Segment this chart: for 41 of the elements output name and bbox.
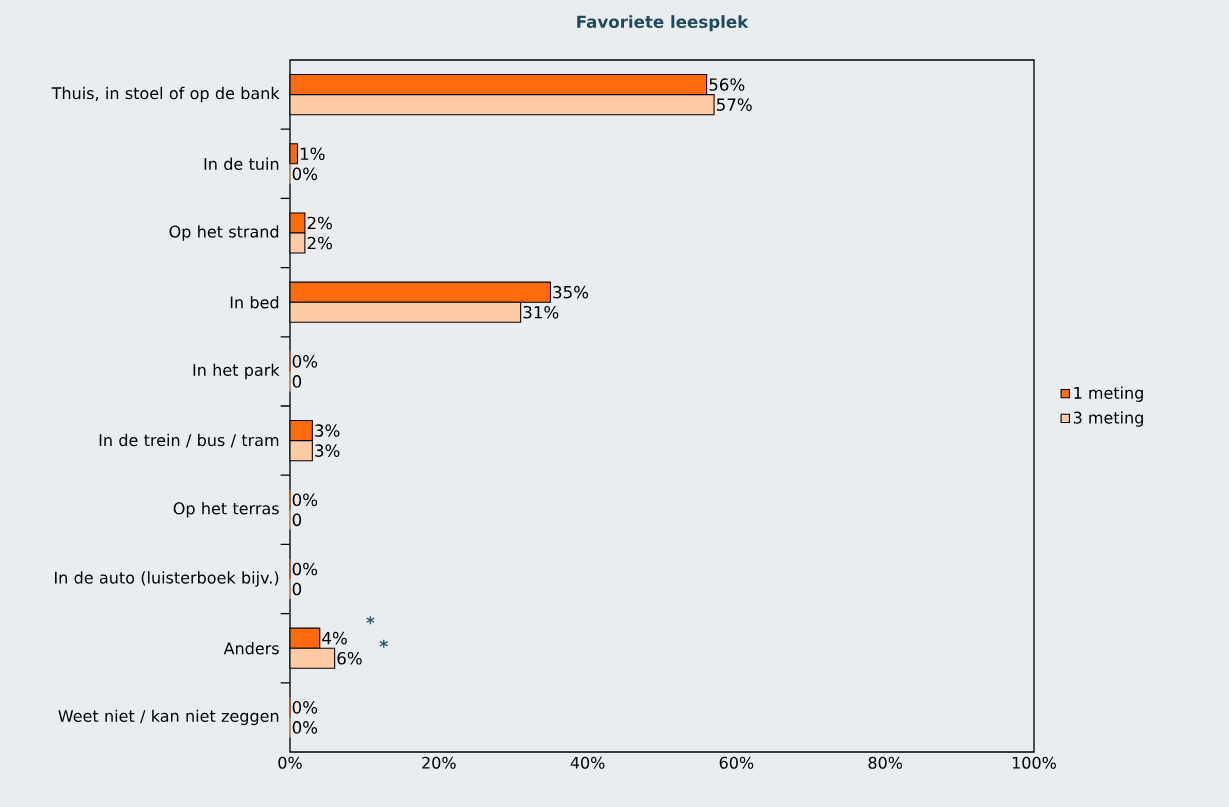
data-label: 0% xyxy=(292,493,318,507)
data-label: 57% xyxy=(716,98,752,111)
x-tick-label: 40% xyxy=(570,756,605,769)
data-label: 2% xyxy=(307,216,332,230)
data-label: 6% xyxy=(337,651,362,665)
data-label: 31% xyxy=(523,305,559,319)
data-label: 0% xyxy=(292,167,318,181)
x-tick-label: 0% xyxy=(278,756,302,769)
y-tick-label: In de trein / bus / tram xyxy=(99,433,279,448)
legend-label: 1 meting xyxy=(1074,386,1143,402)
y-tick-label: In het park xyxy=(193,363,280,380)
data-label: 0% xyxy=(292,701,318,714)
y-tick-label: In de auto (luisterboek bijv.) xyxy=(55,571,279,587)
legend-label: 3 meting xyxy=(1073,411,1143,427)
data-label: 3% xyxy=(315,444,340,457)
data-label: 0 xyxy=(292,513,302,527)
data-label: 0% xyxy=(292,355,318,368)
y-tick-label: Thuis, in stoel of op de bank xyxy=(51,86,280,103)
x-tick-label: 20% xyxy=(422,756,456,769)
data-label: 0 xyxy=(292,375,302,388)
data-label: 0% xyxy=(292,721,318,734)
data-label: 2% xyxy=(307,236,332,250)
y-tick-label: Op het strand xyxy=(169,225,279,241)
y-tick-label: In bed xyxy=(230,296,279,309)
x-tick-label: 80% xyxy=(868,756,903,769)
y-tick-label: In de tuin xyxy=(204,157,279,170)
y-tick-label: Anders xyxy=(223,642,279,655)
annotation: * xyxy=(366,616,375,625)
data-label: 56% xyxy=(709,78,745,91)
data-label: 0% xyxy=(292,562,318,576)
data-label: 4% xyxy=(322,631,347,645)
data-label: 0 xyxy=(292,582,302,596)
data-label: 3% xyxy=(315,424,340,437)
y-tick-label: Op het terras xyxy=(173,502,279,518)
chart-title: Favoriete leesplek xyxy=(577,15,749,32)
x-tick-label: 60% xyxy=(719,756,754,769)
data-label: 1% xyxy=(300,147,325,161)
x-tick-label: 100% xyxy=(1012,756,1056,769)
data-label: 35% xyxy=(553,285,589,299)
y-tick-label: Weet niet / kan niet zeggen xyxy=(58,709,279,726)
annotation: * xyxy=(379,639,388,648)
